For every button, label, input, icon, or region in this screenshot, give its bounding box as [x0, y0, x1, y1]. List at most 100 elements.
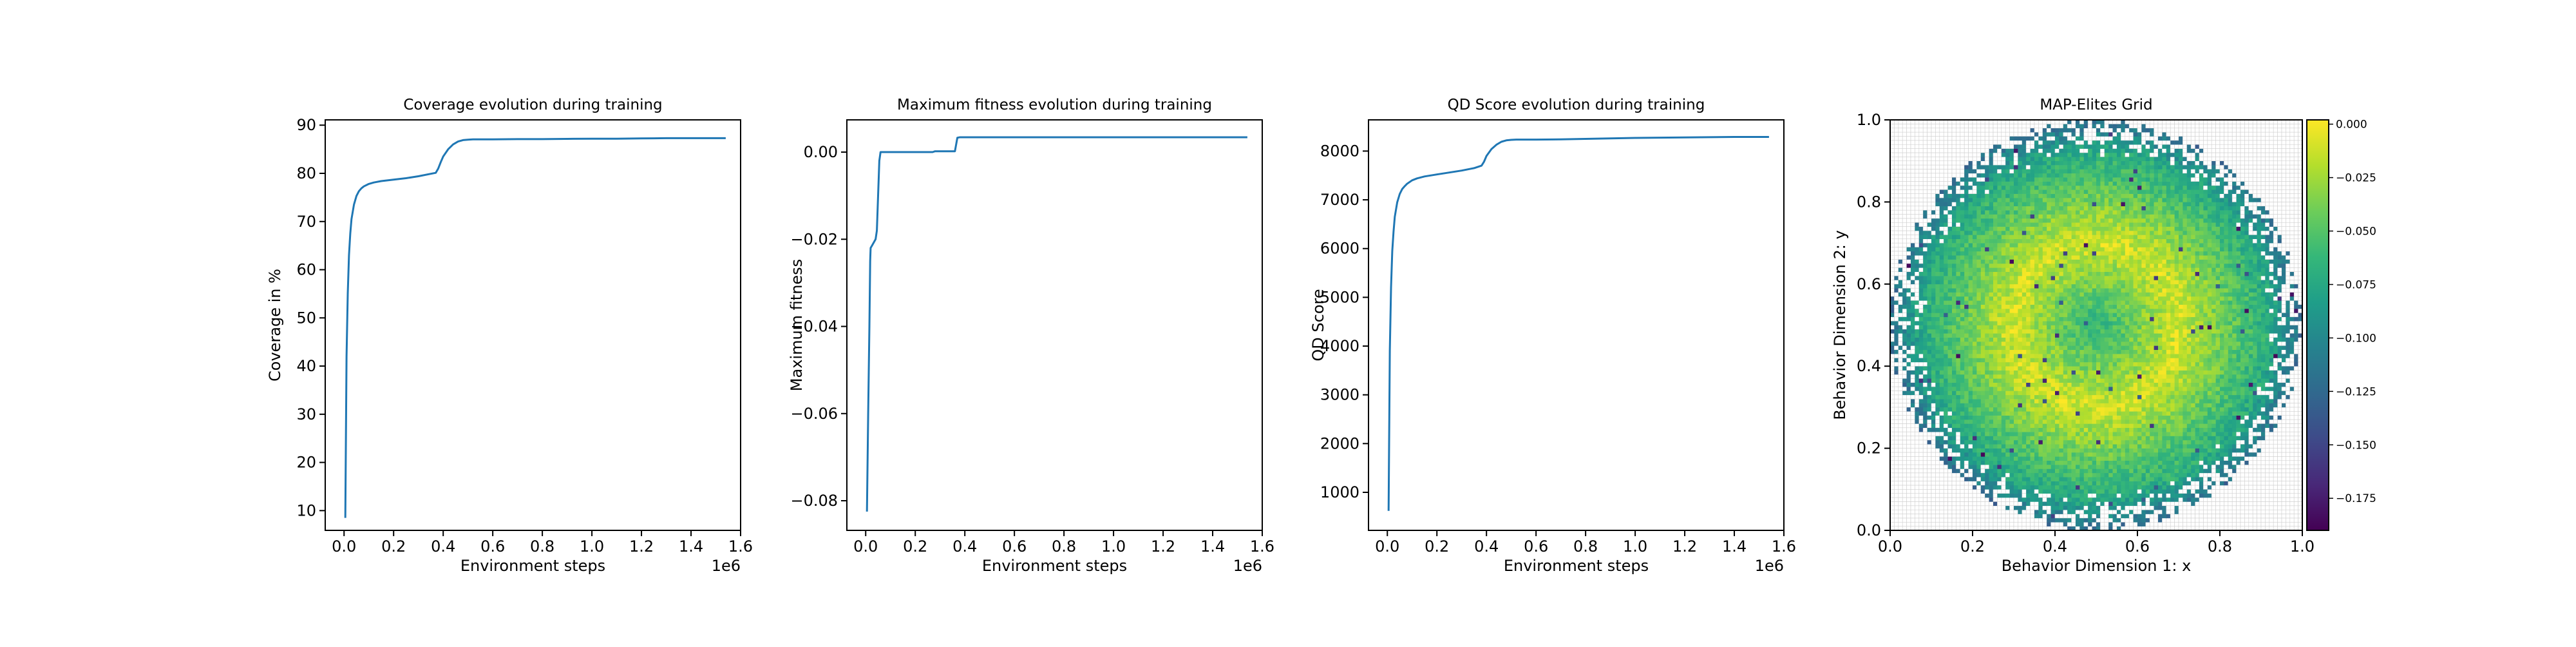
- empty-cell: [1899, 416, 1902, 420]
- grid-cell: [2282, 333, 2286, 338]
- grid-cell: [2154, 485, 2159, 490]
- empty-cell: [2278, 465, 2282, 468]
- grid-cell: [1956, 383, 1960, 387]
- grid-cell: [1952, 374, 1956, 379]
- grid-cell: [2244, 395, 2249, 400]
- grid-cell: [2220, 374, 2224, 379]
- grid-cell: [2108, 444, 2113, 449]
- empty-cell: [1956, 494, 1960, 497]
- empty-cell: [2175, 518, 2179, 522]
- grid-cell: [2059, 374, 2063, 379]
- grid-cell: [2175, 358, 2179, 362]
- grid-cell: [2175, 432, 2179, 436]
- grid-cell: [1997, 485, 2002, 490]
- empty-cell: [1907, 489, 1911, 493]
- grid-cell: [1956, 371, 1960, 375]
- empty-cell: [2220, 494, 2224, 497]
- grid-cell: [2228, 350, 2233, 354]
- grid-cell: [2244, 420, 2249, 424]
- grid-cell: [2166, 395, 2171, 400]
- grid-cell: [2005, 449, 2010, 453]
- empty-cell: [2253, 489, 2257, 493]
- grid-cell: [2211, 428, 2216, 432]
- empty-cell: [2092, 494, 2096, 497]
- grid-cell: [2179, 444, 2183, 449]
- grid-cell: [2100, 420, 2105, 424]
- empty-cell: [2002, 481, 2005, 485]
- grid-cell: [2121, 461, 2125, 465]
- empty-cell: [2187, 510, 2191, 514]
- grid-cell: [2047, 432, 2051, 436]
- grid-cell: [2005, 428, 2010, 432]
- empty-cell: [2240, 477, 2244, 481]
- grid-cell: [1952, 423, 1956, 428]
- empty-cell: [2290, 432, 2294, 436]
- grid-cell: [2228, 383, 2233, 387]
- grid-cell: [2031, 416, 2035, 420]
- grid-cell: [2105, 465, 2109, 469]
- grid-cell: [2141, 395, 2146, 400]
- grid-cell: [2034, 440, 2039, 445]
- grid-cell: [2134, 468, 2138, 473]
- grid-cell: [2026, 378, 2031, 383]
- grid-cell: [2067, 387, 2072, 391]
- grid-cell: [1973, 423, 1977, 428]
- empty-cell: [1915, 395, 1918, 399]
- grid-cell: [2010, 387, 2014, 391]
- grid-cell: [2026, 423, 2031, 428]
- grid-cell: [1927, 366, 1932, 371]
- grid-cell: [1973, 395, 1977, 400]
- grid-cell: [2158, 506, 2163, 510]
- grid-cell: [2014, 481, 2018, 486]
- grid-cell: [2162, 449, 2166, 453]
- empty-cell: [1894, 407, 1898, 411]
- grid-cell: [2088, 362, 2092, 367]
- empty-cell: [1915, 456, 1918, 460]
- empty-cell: [1927, 423, 1931, 427]
- grid-cell: [2026, 485, 2031, 490]
- grid-cell: [2175, 366, 2179, 371]
- grid-cell: [2208, 416, 2212, 420]
- grid-cell: [2195, 420, 2200, 424]
- grid-cell: [2034, 403, 2039, 408]
- empty-cell: [2170, 522, 2174, 526]
- grid-cell: [2051, 403, 2056, 408]
- grid-cell: [2261, 395, 2266, 400]
- grid-cell: [2079, 350, 2084, 354]
- empty-cell: [1964, 522, 1968, 526]
- grid-cell: [1935, 436, 1940, 440]
- empty-cell: [2294, 399, 2298, 403]
- empty-cell: [1952, 473, 1956, 477]
- grid-cell: [2076, 473, 2080, 478]
- grid-cell: [2038, 374, 2043, 379]
- grid-cell: [2002, 403, 2006, 408]
- grid-cell: [2063, 432, 2068, 436]
- grid-cell: [2273, 383, 2278, 387]
- grid-cell: [1981, 387, 1985, 391]
- empty-cell: [1964, 501, 1968, 505]
- grid-cell: [1993, 371, 1998, 375]
- grid-cell: [1940, 374, 1944, 379]
- grid-cell: [1952, 416, 1956, 420]
- empty-cell: [2183, 510, 2186, 514]
- grid-cell: [1940, 333, 1944, 338]
- grid-cell: [2018, 485, 2022, 490]
- empty-cell: [2162, 501, 2166, 505]
- empty-cell: [1915, 473, 1918, 477]
- grid-cell: [2121, 489, 2125, 494]
- empty-cell: [2290, 399, 2294, 403]
- grid-cell: [2096, 329, 2101, 334]
- grid-cell: [2055, 358, 2060, 362]
- grid-cell: [1935, 407, 1940, 412]
- grid-cell: [2014, 420, 2018, 424]
- grid-cell: [1935, 374, 1940, 379]
- grid-cell: [1952, 329, 1956, 334]
- grid-cell: [2067, 423, 2072, 428]
- grid-cell: [2253, 362, 2257, 367]
- grid-cell: [2051, 354, 2056, 358]
- grid-cell: [2079, 461, 2084, 465]
- grid-cell: [2265, 423, 2269, 428]
- empty-cell: [1944, 465, 1947, 468]
- grid-cell: [2261, 371, 2266, 375]
- grid-cell: [2067, 494, 2072, 498]
